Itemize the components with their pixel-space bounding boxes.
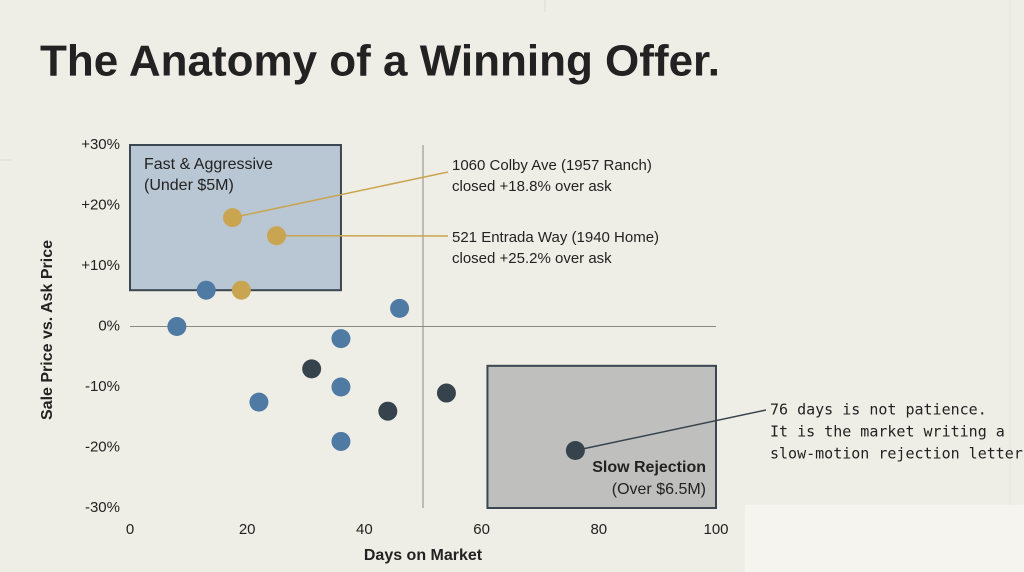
x-tick-label: 60 bbox=[473, 521, 490, 538]
y-tick-label: +30% bbox=[81, 136, 120, 153]
annotation: closed +25.2% over ask bbox=[452, 250, 612, 267]
x-tick-label: 80 bbox=[590, 521, 607, 538]
data-point bbox=[231, 280, 251, 300]
data-point bbox=[390, 298, 410, 318]
x-tick-label: 40 bbox=[356, 521, 373, 538]
data-point bbox=[331, 377, 351, 397]
region-label: Fast & Aggressive bbox=[144, 156, 273, 173]
data-point bbox=[267, 226, 286, 246]
x-tick-label: 20 bbox=[239, 521, 256, 538]
annotation: 76 days is not patience. bbox=[770, 401, 987, 419]
annotation: 1060 Colby Ave (1957 Ranch) bbox=[452, 157, 652, 174]
region-label: (Under $5M) bbox=[144, 177, 234, 194]
x-tick-label: 0 bbox=[126, 521, 134, 538]
y-tick-label: -10% bbox=[85, 378, 120, 395]
annotation-connector bbox=[232, 171, 449, 219]
annotation: It is the market writing a bbox=[770, 423, 1005, 441]
x-axis-label: Days on Market bbox=[364, 547, 483, 564]
x-tick-label: 100 bbox=[703, 521, 728, 538]
y-tick-label: -30% bbox=[85, 499, 120, 516]
region-label: (Over $6.5M) bbox=[612, 481, 706, 498]
data-point bbox=[436, 383, 456, 403]
data-point bbox=[302, 359, 322, 379]
annotation: closed +18.8% over ask bbox=[452, 178, 612, 195]
region bbox=[486, 364, 717, 510]
y-tick-label: 0% bbox=[98, 317, 120, 334]
chart-title: The Anatomy of a Winning Offer. bbox=[40, 37, 720, 86]
data-point bbox=[223, 208, 243, 228]
y-tick-label: +20% bbox=[81, 196, 120, 213]
y-tick-label: -20% bbox=[85, 438, 120, 455]
data-point bbox=[565, 441, 585, 461]
annotation: slow-motion rejection letter. bbox=[770, 445, 1024, 463]
data-point bbox=[331, 431, 351, 451]
data-point bbox=[167, 317, 187, 336]
y-axis-label: Sale Price vs. Ask Price bbox=[39, 240, 56, 420]
region-label: Slow Rejection bbox=[592, 459, 706, 476]
data-point bbox=[196, 280, 216, 300]
annotation-connector bbox=[575, 409, 767, 452]
data-point bbox=[331, 329, 351, 349]
annotation: 521 Entrada Way (1940 Home) bbox=[452, 229, 659, 246]
data-point bbox=[249, 392, 269, 412]
data-point bbox=[378, 401, 398, 421]
y-tick-label: +10% bbox=[81, 257, 120, 274]
